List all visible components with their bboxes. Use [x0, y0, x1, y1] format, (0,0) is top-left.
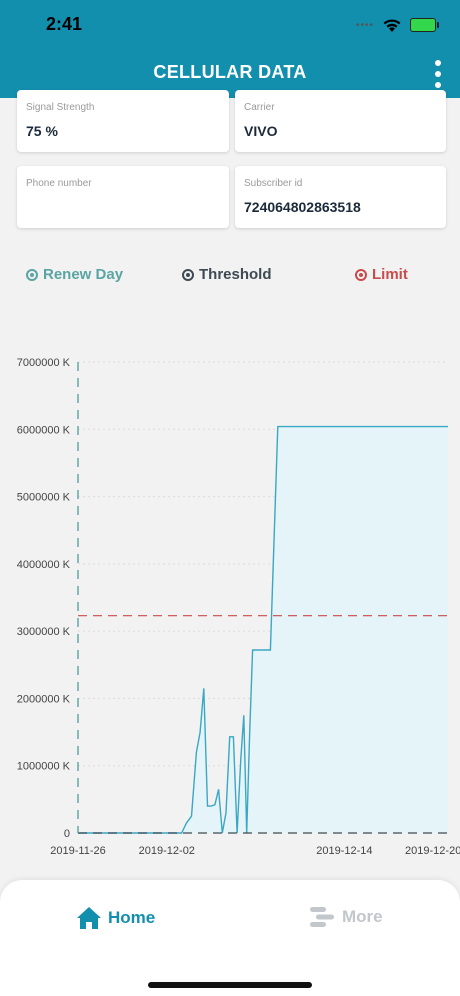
x-tick-label: 2019-12-14: [316, 845, 372, 857]
more-menu-icon[interactable]: [434, 60, 442, 88]
signal-strength-label: Signal Strength: [26, 102, 95, 113]
legend-threshold[interactable]: Threshold: [182, 266, 272, 283]
phone-number-card: Phone number: [17, 166, 229, 228]
cellular-signal-icon: ••••: [355, 19, 374, 31]
legend-threshold-label: Threshold: [199, 266, 272, 283]
series-area: [78, 426, 448, 833]
home-icon: [77, 907, 101, 929]
y-tick-label: 1000000 K: [17, 761, 71, 773]
y-tick-label: 4000000 K: [17, 559, 71, 571]
status-icons: ••••: [355, 16, 439, 34]
subscriber-id-card: Subscriber id 724064802863518: [235, 166, 446, 228]
x-tick-label: 2019-11-26: [50, 845, 105, 857]
y-tick-label: 5000000 K: [17, 492, 71, 504]
app-header: 2:41 •••• CELLULAR DATA: [0, 0, 460, 98]
y-tick-label: 7000000 K: [17, 357, 71, 369]
home-indicator: [148, 982, 312, 988]
tab-more-label: More: [342, 907, 383, 926]
page-title: CELLULAR DATA: [153, 62, 307, 82]
x-tick-label: 2019-12-02: [139, 845, 195, 857]
carrier-label: Carrier: [244, 102, 275, 113]
subscriber-id-label: Subscriber id: [244, 178, 303, 189]
y-tick-label: 6000000 K: [17, 424, 71, 436]
subscriber-id-value: 724064802863518: [244, 199, 361, 215]
phone-number-label: Phone number: [26, 178, 92, 189]
carrier-card: Carrier VIVO: [235, 90, 446, 152]
tab-home[interactable]: Home: [76, 906, 155, 930]
signal-strength-card: Signal Strength 75 %: [17, 90, 229, 152]
y-tick-label: 2000000 K: [17, 693, 71, 705]
signal-strength-value: 75 %: [26, 123, 58, 139]
legend-renew-day-label: Renew Day: [43, 266, 124, 283]
x-tick-label: 2019-12-20: [405, 845, 460, 857]
legend-renew-day[interactable]: Renew Day: [26, 266, 123, 283]
status-time: 2:41: [46, 14, 83, 34]
tab-more[interactable]: More: [308, 906, 383, 928]
legend-limit[interactable]: Limit: [355, 266, 408, 283]
legend-limit-label: Limit: [372, 266, 408, 283]
y-tick-label: 3000000 K: [17, 626, 71, 638]
radio-dot-icon: [355, 268, 367, 281]
y-tick-label: 0: [64, 828, 70, 840]
radio-dot-icon: [182, 268, 194, 281]
radio-dot-icon: [26, 268, 38, 281]
bottom-tab-bar: Home More: [0, 880, 460, 996]
tab-home-label: Home: [108, 908, 156, 927]
more-lines-icon: [310, 907, 334, 927]
series-line: [78, 425, 448, 834]
carrier-value: VIVO: [244, 123, 278, 139]
battery-icon: [410, 18, 439, 32]
usage-chart: 0 1000000 K 2000000 K 3000000 K 4000000 K 500…: [17, 357, 460, 857]
wifi-icon: [383, 19, 401, 32]
